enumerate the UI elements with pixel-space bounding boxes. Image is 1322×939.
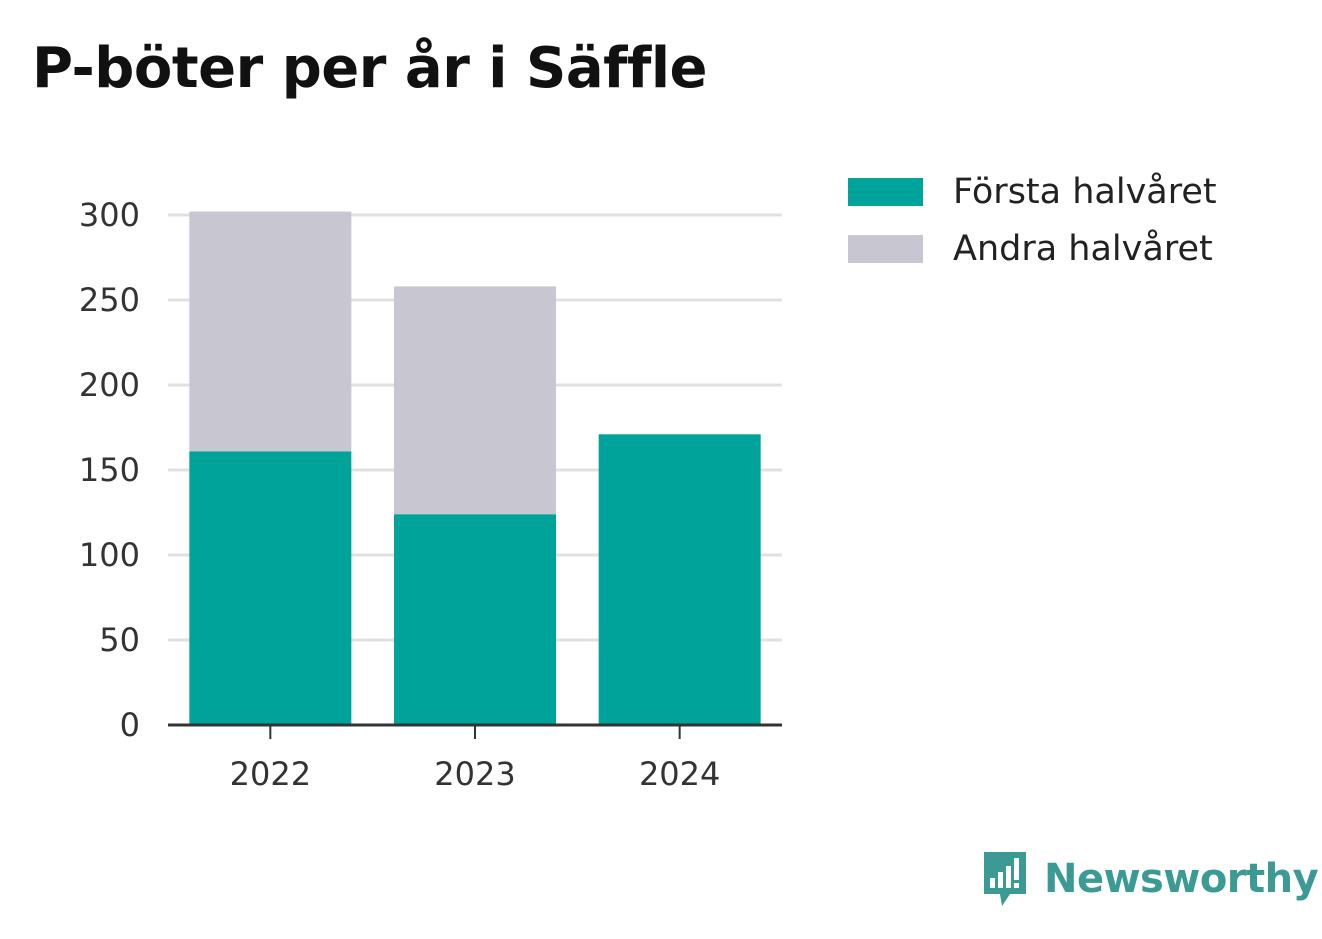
y-tick-label: 100 [79,536,140,574]
bar-2022-first-half [189,451,352,725]
bar-chart: 0 50 100 150 200 250 300 2022 2023 2024 [79,196,782,793]
legend-item-second-half: Andra halvåret [848,227,1217,271]
axis-layer: 0 50 100 150 200 250 300 2022 2023 2024 [79,196,782,793]
y-tick-label: 250 [79,281,140,319]
y-tick-label: 300 [79,196,140,234]
legend-label-second-half: Andra halvåret [953,229,1213,269]
newsworthy-logo-icon [984,852,1026,906]
legend: Första halvåret Andra halvåret [848,170,1217,284]
brand-name: Newsworthy [1044,856,1319,902]
legend-label-first-half: Första halvåret [953,172,1217,212]
bar-2023-first-half [394,514,556,725]
y-tick-label: 50 [99,621,140,659]
bar-layer [189,211,761,725]
x-tick-label: 2023 [434,755,515,793]
y-tick-label: 150 [79,451,140,489]
y-tick-label: 0 [120,706,140,744]
legend-swatch-first-half [848,178,923,206]
chart-title: P-böter per år i Säffle [32,36,708,101]
x-tick-label: 2024 [639,755,720,793]
bar-2024-first-half [598,434,761,725]
bar-2023-second-half [394,286,556,515]
brand-logo: Newsworthy [980,848,1319,910]
y-tick-label: 200 [79,366,140,404]
legend-item-first-half: Första halvåret [848,170,1217,214]
legend-swatch-second-half [848,235,923,263]
bar-2022-second-half [189,211,352,452]
x-tick-label: 2022 [230,755,311,793]
